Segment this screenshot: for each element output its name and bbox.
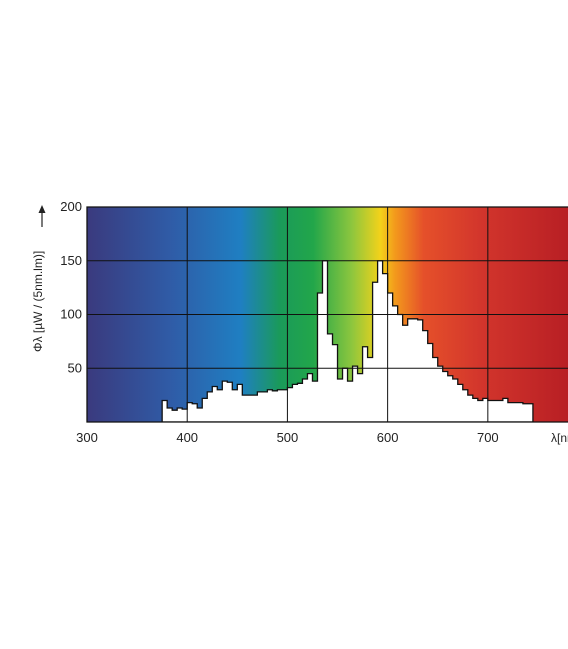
- y-axis-label: Φλ [µW / (5nm.lm)]: [31, 251, 45, 352]
- x-axis-label: λ[nm]: [551, 431, 568, 445]
- plot-frame: [86, 206, 568, 423]
- y-tick-label: 150: [60, 253, 82, 268]
- x-tick-label: 600: [377, 430, 399, 445]
- x-tick-label: 300: [76, 430, 98, 445]
- y-axis-label-group: Φλ [µW / (5nm.lm)]: [31, 251, 45, 352]
- y-tick-label: 100: [60, 307, 82, 322]
- plot-area: [86, 206, 568, 423]
- y-tick-label: 200: [60, 199, 82, 214]
- y-tick-label: 50: [68, 360, 82, 375]
- tick-labels: 300 400 500 600 700 50 100 150 200: [60, 199, 498, 445]
- x-tick-label: 700: [477, 430, 499, 445]
- x-tick-label: 400: [176, 430, 198, 445]
- x-tick-label: 500: [277, 430, 299, 445]
- y-axis-arrow-icon: [38, 205, 46, 227]
